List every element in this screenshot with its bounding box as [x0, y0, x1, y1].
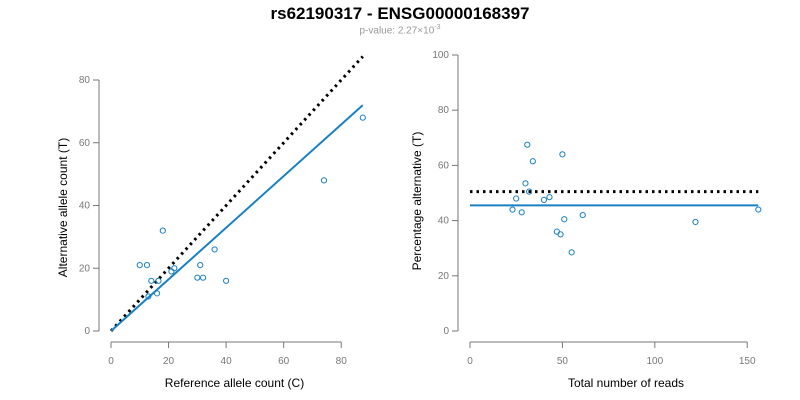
data-point	[153, 290, 161, 297]
x-tick-label: 50	[557, 356, 569, 367]
y-axis-label: Alternative allele count (T)	[56, 138, 70, 277]
chart-title: rs62190317 - ENSG00000168397	[270, 4, 530, 23]
y-tick-label: 80	[79, 75, 91, 86]
data-point	[540, 196, 548, 203]
fit-line	[110, 104, 364, 332]
data-point	[579, 211, 586, 219]
y-tick-label: 0	[84, 326, 90, 337]
x-tick-label: 80	[336, 356, 348, 367]
reference-line	[109, 55, 364, 333]
data-point	[546, 194, 553, 201]
data-point	[755, 206, 762, 213]
x-tick-label: 150	[739, 356, 756, 367]
y-tick-label: 60	[438, 160, 450, 171]
data-point	[168, 268, 175, 275]
y-tick-label: 20	[438, 271, 450, 282]
data-point	[145, 293, 152, 300]
y-tick-label: 80	[438, 105, 450, 116]
data-point	[359, 114, 366, 121]
data-point	[509, 206, 516, 213]
data-point	[155, 277, 162, 284]
data-point	[211, 246, 218, 253]
y-tick-label: 60	[79, 138, 91, 149]
pvalue-text: p-value: 2.27×10	[359, 25, 435, 37]
data-point	[199, 274, 207, 281]
data-point	[526, 188, 533, 195]
data-point	[568, 249, 575, 256]
y-axis-label: Percentage alternative (T)	[410, 132, 424, 271]
x-tick-label: 40	[221, 356, 233, 367]
pvalue-exponent: -3	[434, 24, 441, 31]
data-point	[194, 274, 201, 281]
x-tick-label: 0	[108, 356, 114, 367]
x-tick-label: 100	[646, 356, 663, 367]
data-point	[692, 218, 699, 226]
data-point	[529, 158, 536, 165]
x-axis-label: Total number of reads	[568, 376, 684, 390]
data-point	[518, 209, 525, 216]
data-point	[513, 195, 520, 202]
plot-right: 0 20 40 60 80 100 0 50 100 150 Total number of rea…	[410, 50, 762, 390]
data-point	[524, 141, 531, 148]
y-tick-label: 0	[443, 326, 449, 337]
data-point	[320, 177, 328, 184]
data-point	[553, 228, 560, 235]
data-point	[143, 262, 151, 269]
y-tick-label: 40	[438, 216, 450, 227]
data-point	[159, 227, 166, 234]
plot-left: 0 20 40 60 80 0 20 40 60 80 Reference allele count…	[56, 55, 366, 390]
y-tick-label: 100	[432, 50, 449, 61]
data-point	[557, 231, 564, 238]
data-point	[197, 262, 204, 269]
y-tick-label: 20	[79, 263, 91, 274]
data-point	[171, 265, 178, 272]
data-point	[561, 216, 568, 223]
y-tick-label: 40	[79, 201, 91, 212]
x-tick-label: 20	[163, 356, 175, 367]
pvalue-subtitle: p-value: 2.27×10-3	[0, 24, 800, 36]
data-point	[223, 277, 230, 284]
x-axis-label: Reference allele count (C)	[165, 376, 304, 390]
data-point	[522, 180, 529, 187]
data-point	[559, 151, 566, 158]
x-tick-label: 60	[278, 356, 290, 367]
x-tick-label: 0	[467, 356, 473, 367]
data-point	[148, 277, 155, 284]
data-point	[136, 262, 143, 269]
